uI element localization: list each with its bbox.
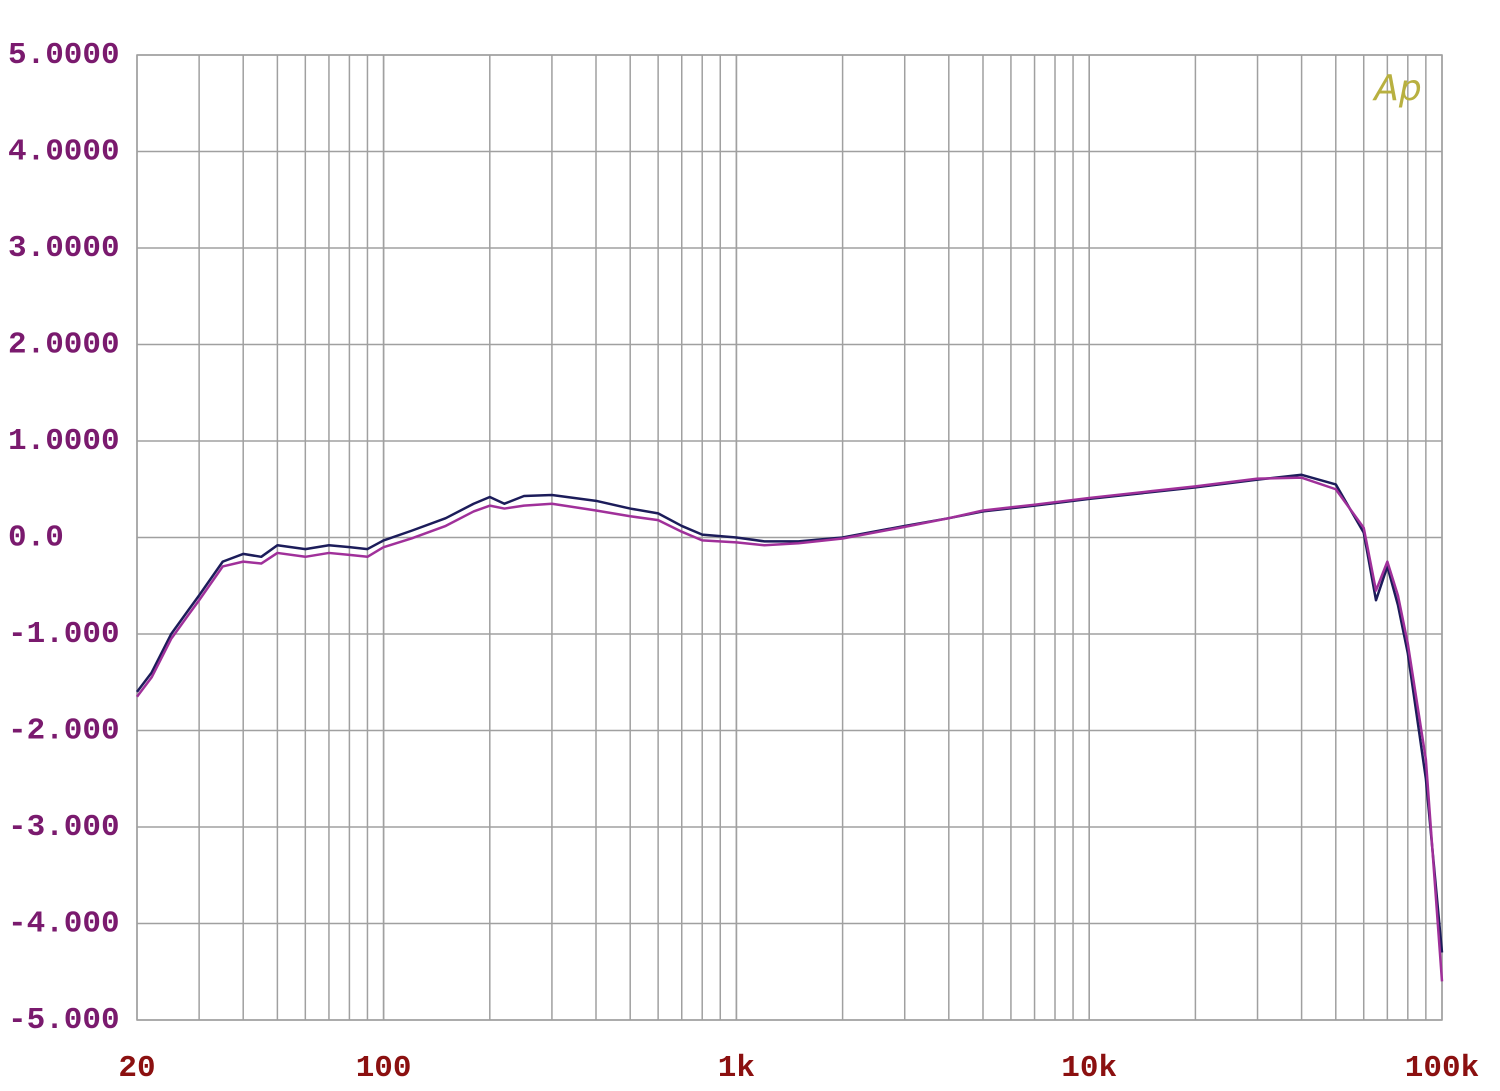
y-tick-label: 2.0000 — [8, 328, 120, 363]
series-line — [136, 476, 1444, 982]
y-tick-label: -1.000 — [8, 617, 120, 652]
x-tick-label: 100 — [356, 1051, 412, 1086]
y-tick-label: -3.000 — [8, 810, 120, 845]
x-tick-label: 10k — [1061, 1051, 1117, 1086]
y-tick-label: 3.0000 — [8, 231, 120, 266]
y-tick-label: 5.0000 — [8, 38, 120, 73]
x-tick-label: 20 — [118, 1051, 155, 1086]
y-tick-label: 1.0000 — [8, 424, 120, 459]
y-tick-label: -4.000 — [8, 907, 120, 942]
y-tick-label: 0.0 — [8, 521, 64, 556]
x-tick-label: 100k — [1405, 1051, 1479, 1086]
x-tick-label: 1k — [718, 1051, 755, 1086]
y-tick-label: -5.000 — [8, 1003, 120, 1038]
y-tick-label: 4.0000 — [8, 135, 120, 170]
annotation: Ap — [1372, 68, 1421, 109]
y-tick-label: -2.000 — [8, 714, 120, 749]
series-line — [136, 473, 1444, 953]
